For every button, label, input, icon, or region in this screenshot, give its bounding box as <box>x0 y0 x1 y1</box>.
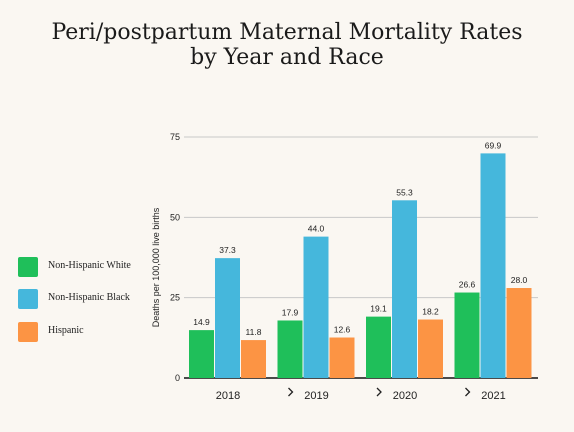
y-tick-label: 0 <box>175 373 180 383</box>
data-label: 19.1 <box>370 304 387 314</box>
legend-item: Hispanic <box>18 322 218 342</box>
bar <box>454 292 480 378</box>
y-axis-title: Deaths per 100,000 live births <box>151 207 161 327</box>
legend-item: Non-Hispanic White <box>18 257 218 277</box>
legend-label: Non-Hispanic Black <box>48 292 130 303</box>
data-label: 55.3 <box>396 187 413 197</box>
x-tick-label: 2021 <box>481 390 505 402</box>
bar <box>189 330 214 378</box>
legend-swatch <box>18 289 38 309</box>
data-label: 28.0 <box>511 275 528 285</box>
bar <box>241 340 266 378</box>
bar <box>392 200 417 378</box>
legend-label: Hispanic <box>48 325 84 336</box>
data-label: 69.9 <box>485 140 502 150</box>
chevron-right-icon <box>288 387 294 397</box>
data-label: 37.3 <box>219 245 236 255</box>
data-label: 11.8 <box>246 327 262 337</box>
y-tick-label: 75 <box>170 132 180 142</box>
chevron-right-icon <box>376 387 382 397</box>
bar <box>329 337 355 378</box>
x-tick-label: 2020 <box>393 390 417 402</box>
chart-title-line-2: by Year and Race <box>190 45 384 70</box>
data-label: 18.2 <box>422 307 439 317</box>
legend-item: Non-Hispanic Black <box>18 289 218 309</box>
bar <box>277 320 303 378</box>
y-tick-label: 25 <box>170 293 180 303</box>
x-tick-label: 2018 <box>216 390 240 402</box>
bar <box>366 316 391 378</box>
bar <box>418 319 443 378</box>
bar <box>215 258 240 378</box>
bar <box>480 153 506 378</box>
y-tick-label: 50 <box>170 212 180 222</box>
chart-title: Peri/postpartum Maternal Mortality Rates… <box>0 20 574 70</box>
data-label: 17.9 <box>282 307 299 317</box>
legend-swatch <box>18 257 38 277</box>
legend-label: Non-Hispanic White <box>48 260 131 271</box>
data-label: 44.0 <box>308 224 325 234</box>
bar <box>506 288 532 378</box>
chevron-right-icon <box>465 387 471 397</box>
bar <box>303 236 329 378</box>
data-label: 26.6 <box>459 280 476 290</box>
data-label: 14.9 <box>193 317 210 327</box>
data-label: 12.6 <box>334 325 351 335</box>
chart-title-line-1: Peri/postpartum Maternal Mortality Rates <box>51 20 523 45</box>
x-tick-label: 2019 <box>304 390 328 402</box>
legend-swatch <box>18 322 38 342</box>
